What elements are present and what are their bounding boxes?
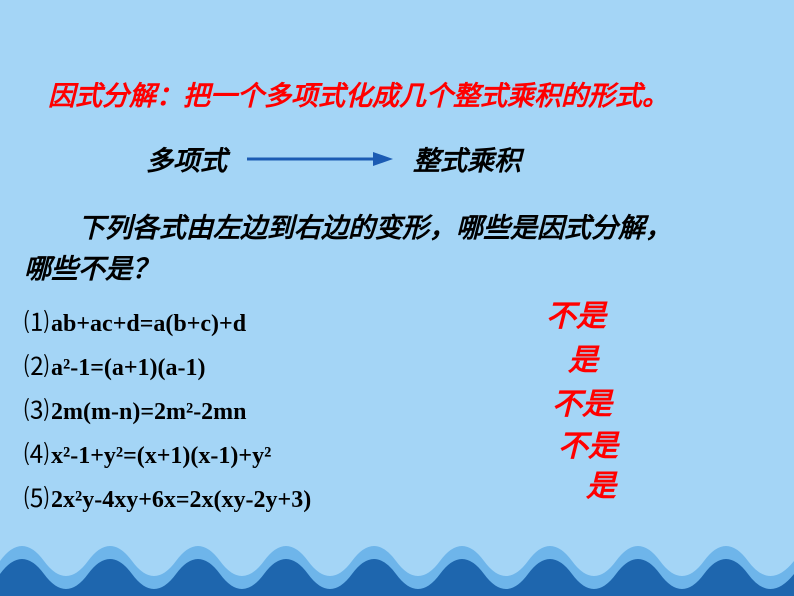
diagram-row: 多项式 整式乘积 bbox=[18, 139, 776, 178]
wave-decoration bbox=[0, 526, 794, 596]
item-formula: 2x²y-4xy+6x=2x(xy-2y+3) bbox=[51, 487, 311, 514]
items-list: ⑴ ab+ac+d=a(b+c)+d ⑵ a²-1=(a+1)(a-1) ⑶ 2… bbox=[18, 303, 776, 515]
item-number: ⑸ bbox=[24, 479, 49, 515]
answer-label: 是 bbox=[586, 461, 616, 505]
diagram-right: 整式乘积 bbox=[413, 139, 521, 178]
diagram-left: 多项式 bbox=[146, 139, 227, 178]
question-line2: 哪些不是？ bbox=[24, 249, 776, 290]
list-item: ⑷ x²-1+y²=(x+1)(x-1)+y² bbox=[18, 435, 776, 471]
list-item: ⑴ ab+ac+d=a(b+c)+d bbox=[18, 303, 776, 339]
item-number: ⑵ bbox=[24, 347, 49, 383]
title: 因式分解：把一个多项式化成几个整式乘积的形式。 bbox=[18, 74, 776, 113]
slide-content: 因式分解：把一个多项式化成几个整式乘积的形式。 多项式 整式乘积 下列各式由左边… bbox=[0, 0, 794, 515]
answer-label: 不是 bbox=[552, 379, 612, 423]
item-number: ⑶ bbox=[24, 391, 49, 427]
question-text: 下列各式由左边到右边的变形，哪些是因式分解， 哪些不是？ bbox=[18, 208, 776, 289]
list-item: ⑸ 2x²y-4xy+6x=2x(xy-2y+3) bbox=[18, 479, 776, 515]
question-line1: 下列各式由左边到右边的变形，哪些是因式分解， bbox=[78, 213, 672, 243]
item-formula: 2m(m-n)=2m²-2mn bbox=[51, 399, 247, 426]
answer-label: 不是 bbox=[546, 291, 606, 335]
arrow-icon bbox=[245, 149, 395, 169]
item-number: ⑷ bbox=[24, 435, 49, 471]
item-formula: a²-1=(a+1)(a-1) bbox=[51, 355, 206, 382]
item-formula: ab+ac+d=a(b+c)+d bbox=[51, 311, 246, 338]
item-number: ⑴ bbox=[24, 303, 49, 339]
item-formula: x²-1+y²=(x+1)(x-1)+y² bbox=[51, 443, 271, 470]
answer-label: 是 bbox=[568, 335, 598, 379]
list-item: ⑶ 2m(m-n)=2m²-2mn bbox=[18, 391, 776, 427]
answer-label: 不是 bbox=[558, 421, 618, 465]
list-item: ⑵ a²-1=(a+1)(a-1) bbox=[18, 347, 776, 383]
